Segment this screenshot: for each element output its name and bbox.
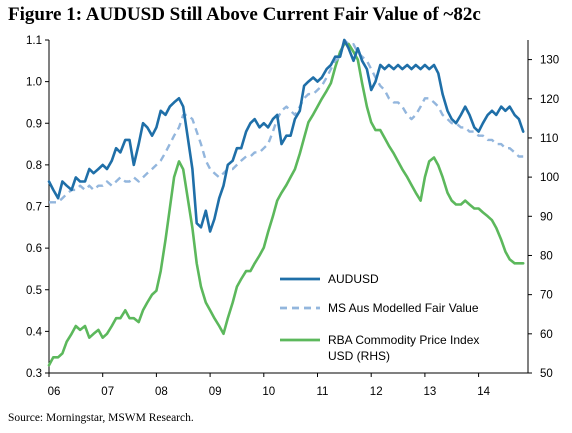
legend-item-commodity-index-label-line: RBA Commodity Price Index xyxy=(328,333,479,347)
chart-title: Figure 1: AUDUSD Still Above Current Fai… xyxy=(8,4,481,25)
series-line-commodity-index xyxy=(47,42,525,367)
series-group xyxy=(47,38,525,367)
x-tick-label: 06 xyxy=(48,386,61,398)
y-right-tick-label: 80 xyxy=(540,250,553,262)
x-tick-label: 11 xyxy=(317,386,329,398)
source-note: Source: Morningstar, MSWM Research. xyxy=(8,412,194,424)
y-left-tick-label: 0.7 xyxy=(26,202,42,214)
y-left-tick-label: 0.4 xyxy=(26,326,43,338)
x-tick-label: 13 xyxy=(423,386,436,398)
y-left-tick-label: 0.3 xyxy=(26,368,42,380)
y-left-tick-label: 0.6 xyxy=(26,243,42,255)
y-left-tick-label: 1.0 xyxy=(26,77,42,89)
y-right-tick-label: 100 xyxy=(540,172,559,184)
y-right-tick-label: 70 xyxy=(540,290,553,302)
x-tick-label: 07 xyxy=(101,386,114,398)
y-right-tick-label: 130 xyxy=(540,55,559,67)
x-tick-label: 14 xyxy=(477,386,490,398)
x-tick-label: 09 xyxy=(209,386,222,398)
y-right-tick-label: 60 xyxy=(540,329,553,341)
y-right-tick-label: 90 xyxy=(540,211,553,223)
y-left-tick-label: 0.9 xyxy=(26,118,42,130)
series-line-fair-value xyxy=(49,38,524,204)
legend-item-commodity-index-label-line: USD (RHS) xyxy=(328,349,390,363)
y-left-tick-label: 0.5 xyxy=(26,285,42,297)
y-left-tick-label: 0.8 xyxy=(26,160,42,172)
series-line-audusd xyxy=(47,38,525,233)
y-right-tick-label: 110 xyxy=(540,133,558,145)
y-right-tick-label: 120 xyxy=(540,94,559,106)
x-tick-label: 12 xyxy=(370,386,383,398)
x-tick-label: 08 xyxy=(155,386,168,398)
legend-item-fair-value-label: MS Aus Modelled Fair Value xyxy=(328,301,479,315)
axes-group: 0.30.40.50.60.70.80.91.01.15060708090100… xyxy=(26,35,559,398)
y-left-tick-label: 1.1 xyxy=(26,35,42,47)
legend-group: AUDUSD MS Aus Modelled Fair Value RBA Comm… xyxy=(280,272,479,363)
y-right-tick-label: 50 xyxy=(540,368,553,380)
x-tick-label: 10 xyxy=(262,386,275,398)
legend-item-audusd-label: AUDUSD xyxy=(328,272,379,286)
